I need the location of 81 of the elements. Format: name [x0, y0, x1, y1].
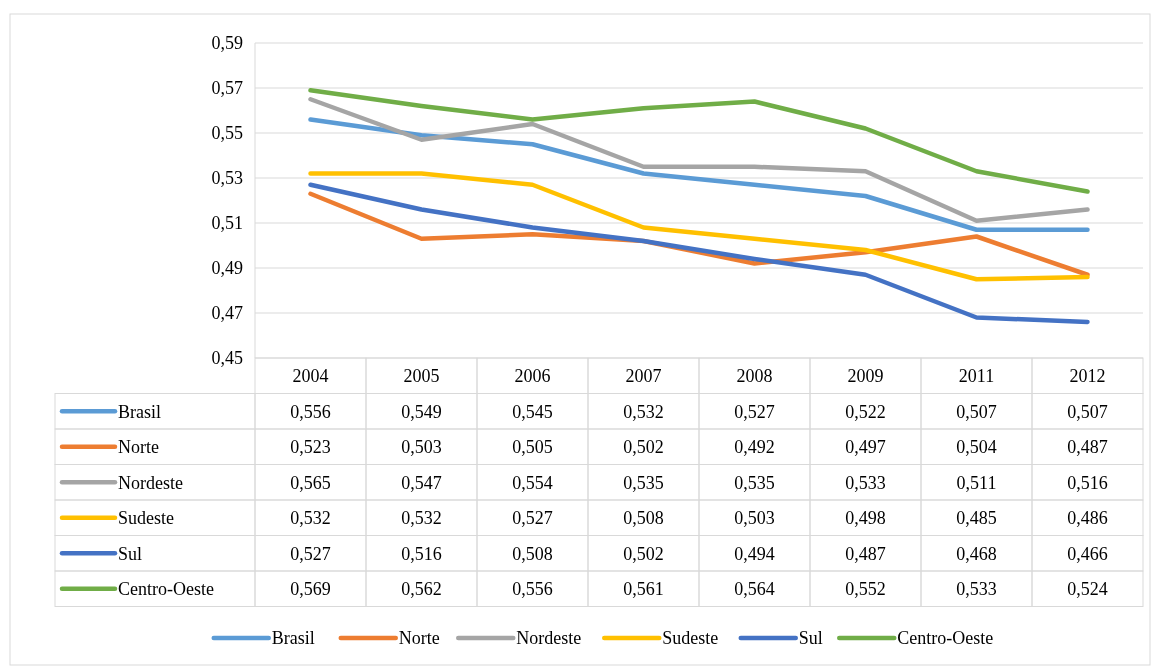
- data-label: 0,545: [512, 401, 553, 422]
- x-tick-label: 2006: [514, 366, 551, 387]
- data-label: 0,564: [734, 579, 775, 600]
- y-tick-label: 0,47: [211, 303, 243, 324]
- x-tick-label: 2004: [292, 366, 329, 387]
- data-label: 0,468: [956, 543, 997, 564]
- data-label: 0,487: [845, 543, 886, 564]
- data-label: 0,466: [1067, 543, 1108, 564]
- x-tick-label: 2007: [625, 366, 662, 387]
- legend-label: Brasil: [118, 401, 161, 422]
- data-label: 0,524: [1067, 579, 1108, 600]
- x-tick-label: 2012: [1069, 366, 1106, 387]
- y-tick-label: 0,59: [211, 33, 243, 54]
- line-series: [308, 182, 1090, 325]
- y-tick-label: 0,51: [211, 213, 243, 234]
- text: Sul: [798, 628, 823, 649]
- data-label: 0,527: [734, 401, 775, 422]
- data-label: 0,507: [1067, 401, 1108, 422]
- data-label: 0,516: [401, 543, 442, 564]
- data-label: 0,527: [290, 543, 331, 564]
- y-tick-label: 0,53: [211, 168, 243, 189]
- text: Norte: [398, 628, 440, 649]
- data-label: 0,562: [401, 579, 442, 600]
- data-label: 0,556: [512, 579, 553, 600]
- data-label: 0,554: [512, 472, 553, 493]
- data-label: 0,485: [956, 508, 997, 529]
- legend-label: Nordeste: [118, 472, 183, 493]
- data-label: 0,547: [401, 472, 442, 493]
- data-label: 0,487: [1067, 437, 1108, 458]
- y-tick-label: 0,55: [211, 123, 243, 144]
- legend-label: Centro-Oeste: [118, 579, 214, 600]
- legend-label: Sul: [118, 543, 143, 564]
- text: Nordeste: [516, 628, 582, 649]
- data-label: 0,502: [623, 437, 664, 458]
- data-label: 0,516: [1067, 472, 1108, 493]
- data-label: 0,502: [623, 543, 664, 564]
- data-label: 0,535: [623, 472, 664, 493]
- data-label: 0,504: [956, 437, 997, 458]
- data-label: 0,552: [845, 579, 886, 600]
- x-tick-label: 2008: [736, 366, 773, 387]
- y-tick-label: 0,49: [211, 258, 243, 279]
- data-label: 0,503: [401, 437, 442, 458]
- data-label: 0,532: [623, 401, 664, 422]
- legend-label: Norte: [118, 437, 159, 458]
- data-label: 0,549: [401, 401, 442, 422]
- data-label: 0,492: [734, 437, 775, 458]
- data-label: 0,486: [1067, 508, 1108, 529]
- line-series: [308, 97, 1090, 223]
- data-label: 0,532: [290, 508, 331, 529]
- data-label: 0,498: [845, 508, 886, 529]
- data-label: 0,503: [734, 508, 775, 529]
- data-label: 0,507: [956, 401, 997, 422]
- line-series: [308, 171, 1090, 282]
- data-label: 0,523: [290, 437, 331, 458]
- data-label: 0,565: [290, 472, 331, 493]
- x-tick-label: 2011: [958, 366, 995, 387]
- data-label: 0,527: [512, 508, 553, 529]
- data-label: 0,522: [845, 401, 886, 422]
- y-tick-label: 0,57: [211, 78, 243, 99]
- data-label: 0,556: [290, 401, 331, 422]
- data-label: 0,533: [845, 472, 886, 493]
- line-series: [308, 117, 1090, 232]
- x-tick-label: 2005: [403, 366, 440, 387]
- x-tick-label: 2009: [847, 366, 884, 387]
- data-label: 0,497: [845, 437, 886, 458]
- legend-label: Sudeste: [118, 508, 175, 529]
- data-label: 0,511: [956, 472, 997, 493]
- data-label: 0,535: [734, 472, 775, 493]
- text: Brasil: [271, 628, 315, 649]
- text: Sudeste: [662, 628, 719, 649]
- data-label: 0,494: [734, 543, 775, 564]
- data-label: 0,508: [623, 508, 664, 529]
- data-label: 0,561: [623, 579, 664, 600]
- data-label: 0,505: [512, 437, 553, 458]
- text: Centro-Oeste: [897, 628, 994, 649]
- data-label: 0,569: [290, 579, 331, 600]
- data-label: 0,533: [956, 579, 997, 600]
- data-label: 0,508: [512, 543, 553, 564]
- y-tick-label: 0,45: [211, 348, 243, 369]
- data-label: 0,532: [401, 508, 442, 529]
- line-series: [308, 88, 1090, 194]
